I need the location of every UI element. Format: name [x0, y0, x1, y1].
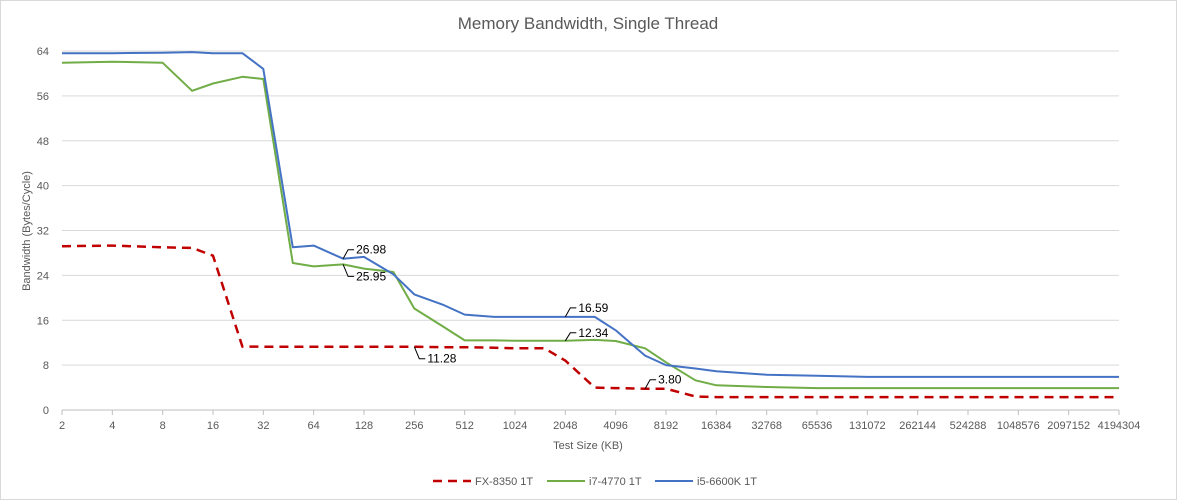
y-axis-ticks: 0 8 16 24 32 40 48 56 64 [37, 46, 49, 417]
x-tick-label: 524288 [950, 420, 987, 432]
data-label-leader [644, 379, 657, 389]
x-tick-label: 131072 [849, 420, 886, 432]
x-tick-label: 4096 [603, 420, 627, 432]
x-tick-label: 512 [455, 420, 473, 432]
x-tick-label: 2097152 [1047, 420, 1090, 432]
y-tick-label: 40 [37, 181, 49, 193]
data-label: 16.59 [578, 301, 608, 315]
data-label: 12.34 [578, 326, 608, 340]
x-tick-label: 1048576 [997, 420, 1040, 432]
legend-label: FX-8350 1T [475, 476, 533, 488]
x-tick-label: 4 [109, 420, 115, 432]
data-label: 3.80 [658, 373, 682, 387]
legend-label: i7-4770 1T [589, 476, 642, 488]
data-labels: 26.98 25.95 11.28 16.59 12.34 3.80 [342, 243, 682, 389]
x-axis-ticks: 2 4 8 16 32 64 128 256 512 1024 2048 4096 8192 16384 3… [59, 410, 1140, 432]
series-line-i7-4770-1t [61, 60, 1119, 390]
legend-label: i5-6600K 1T [697, 476, 757, 488]
chart-title: Memory Bandwidth, Single Thread [458, 14, 719, 33]
data-label: 26.98 [356, 243, 386, 257]
y-tick-label: 24 [37, 270, 49, 282]
x-tick-label: 4194304 [1098, 420, 1141, 432]
x-tick-label: 8 [160, 420, 166, 432]
x-tick-label: 8192 [654, 420, 678, 432]
data-label-leader [413, 346, 426, 360]
x-tick-label: 32768 [751, 420, 782, 432]
data-label: 25.95 [356, 269, 386, 283]
y-axis-label: Bandwidth (Bytes/Cycle) [21, 171, 33, 291]
x-tick-label: 2 [59, 420, 65, 432]
x-tick-label: 256 [405, 420, 423, 432]
gridlines [62, 50, 1119, 366]
x-tick-label: 128 [355, 420, 373, 432]
data-label-leader [342, 249, 355, 259]
series-line-i5-6600k-1t [62, 51, 1119, 378]
x-tick-label: 16384 [701, 420, 732, 432]
y-tick-label: 56 [37, 91, 49, 103]
y-tick-label: 8 [43, 360, 49, 372]
y-tick-label: 64 [37, 46, 49, 58]
data-label-leader [564, 307, 577, 318]
x-tick-label: 262144 [899, 420, 936, 432]
x-tick-label: 1024 [503, 420, 527, 432]
x-tick-label: 64 [308, 420, 320, 432]
series-line-fx-8350-1t [61, 244, 1119, 399]
y-tick-label: 32 [37, 226, 49, 238]
data-label-leader [564, 332, 577, 342]
x-tick-label: 2048 [553, 420, 577, 432]
y-tick-label: 48 [37, 136, 49, 148]
y-tick-label: 16 [37, 315, 49, 327]
data-label: 11.28 [427, 352, 456, 366]
x-tick-label: 32 [257, 420, 269, 432]
y-tick-label: 0 [43, 405, 49, 417]
x-tick-label: 65536 [802, 420, 833, 432]
legend: FX-8350 1T i7-4770 1T i5-6600K 1T [433, 476, 757, 488]
x-tick-label: 16 [207, 420, 219, 432]
x-axis-label: Test Size (KB) [553, 440, 623, 452]
series-lines [61, 51, 1119, 399]
data-label-leader [342, 264, 355, 277]
